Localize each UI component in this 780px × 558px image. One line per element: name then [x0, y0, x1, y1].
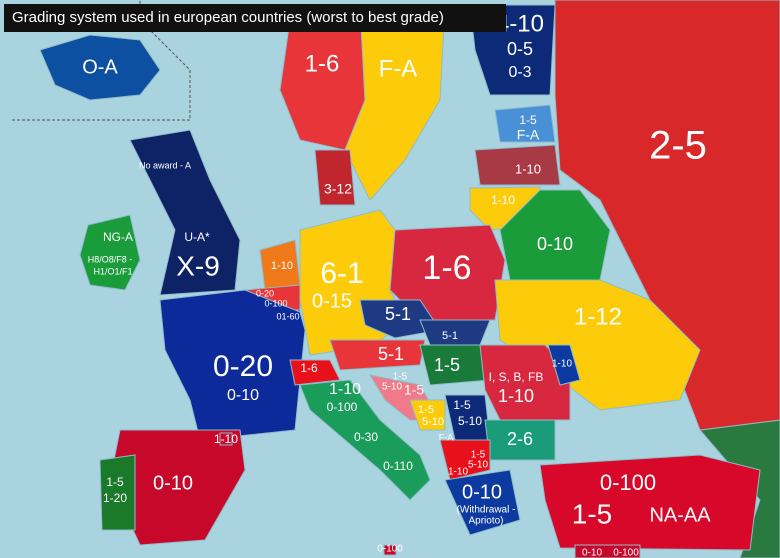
grade-label: 0-100 [264, 298, 287, 308]
grade-label: 0-10 [227, 387, 259, 404]
grade-label: No award - A [139, 160, 191, 170]
country [547, 344, 581, 386]
grade-label: 0-110 [383, 459, 413, 473]
grade-label: F-A [517, 127, 540, 143]
grade-label: H8/O8/F8 - [88, 254, 133, 264]
grade-label: 5-10 [458, 414, 482, 428]
grade-label: H1/O1/F1 [93, 266, 132, 276]
grade-label: 1-5 [519, 113, 537, 127]
country [389, 224, 506, 321]
title-box [4, 4, 506, 32]
grade-label: 0-20 [256, 288, 274, 298]
country [314, 149, 356, 206]
grade-label: 2-5 [649, 124, 707, 168]
country [574, 544, 641, 558]
grade-label: 0-30 [354, 430, 378, 444]
country [39, 34, 161, 101]
country [409, 399, 446, 431]
grade-label: 1-10 [498, 386, 534, 406]
grade-label: 5-1 [385, 304, 411, 324]
grade-label: 5-1 [378, 344, 404, 364]
grade-label: 0-100 [377, 544, 403, 555]
country [129, 129, 241, 296]
grade-label: NA-AA [649, 504, 711, 526]
country [329, 339, 426, 371]
grade-label: 1-10 [552, 359, 572, 370]
labels: O-A 1-6 F-A4-100-50-32-51-5F-A1-101-100-10… [82, 10, 711, 558]
grade-label: 1-10 [214, 432, 238, 446]
grade-label: 0-10 [582, 548, 602, 558]
country [219, 432, 233, 446]
grade-label: 3-12 [324, 181, 352, 197]
country [383, 544, 397, 556]
grade-label: 5-10 [382, 382, 402, 393]
grade-label: 5-10 [468, 460, 488, 471]
grade-label: U-A* [184, 230, 210, 244]
grade-label: X-9 [176, 250, 220, 281]
grade-label: 1-5 [418, 404, 434, 416]
grade-label: 1-10 [271, 260, 293, 272]
country [299, 379, 431, 501]
grade-label: 1-5 [572, 498, 612, 529]
grade-label: I, S, B, FB [489, 370, 544, 384]
country [289, 359, 341, 386]
country [359, 299, 441, 339]
country [479, 344, 571, 421]
grade-label: 1-5 [404, 382, 424, 398]
country [159, 289, 306, 441]
country [439, 439, 491, 481]
grade-label: 1-6 [422, 249, 471, 287]
country [99, 454, 136, 531]
grade-label: 6-1 [320, 257, 363, 290]
grade-label: 0-3 [508, 64, 531, 81]
grade-label: NG-A [103, 230, 133, 244]
grade-label: F-A [379, 55, 418, 82]
grade-label: 0-15 [312, 290, 352, 312]
grade-label: 1-10 [515, 161, 541, 176]
grade-label: 2-6 [507, 429, 533, 449]
countries [39, 0, 780, 558]
country [474, 144, 561, 186]
grade-label: O-A [82, 56, 118, 78]
grade-label: 0-5 [507, 39, 533, 59]
grade-label: F-A [439, 432, 454, 442]
grade-label: 0-100 [600, 470, 656, 495]
country [444, 469, 521, 536]
grade-label: 1-12 [574, 303, 622, 330]
grade-label: 01-60 [276, 311, 299, 321]
grade-label: 0-10 [537, 234, 573, 254]
grade-label: 1-20 [103, 491, 127, 505]
grade-label: (Withdrawal - [457, 505, 516, 516]
title: Grading system used in european countrie… [12, 9, 444, 26]
country [494, 104, 556, 143]
grade-label: 1-5 [471, 450, 486, 461]
grade-label: 5-1 [442, 330, 458, 342]
grade-label: 1-6 [305, 50, 340, 77]
grade-label: 0-100 [613, 548, 639, 558]
grade-label: 1-5 [106, 475, 124, 489]
grade-label: Aprioto) [468, 516, 503, 527]
grade-label: 1-10 [491, 193, 515, 207]
grade-label: 0-10 [462, 481, 502, 503]
country [539, 454, 761, 551]
grade-label: 0-100 [327, 400, 358, 414]
country [554, 0, 780, 431]
grade-label: 5-10 [422, 416, 444, 428]
country [79, 214, 141, 291]
grade-label: 1-6 [300, 361, 318, 375]
grade-label: 1-10 [448, 467, 468, 478]
grade-label: 1-5 [393, 372, 408, 383]
grade-label: 1-5 [434, 355, 460, 375]
grade-label: 0-10 [153, 472, 193, 494]
grade-label: 0-20 [213, 350, 273, 383]
grade-label: 1-10 [329, 381, 361, 398]
grade-label: 1-5 [453, 398, 471, 412]
